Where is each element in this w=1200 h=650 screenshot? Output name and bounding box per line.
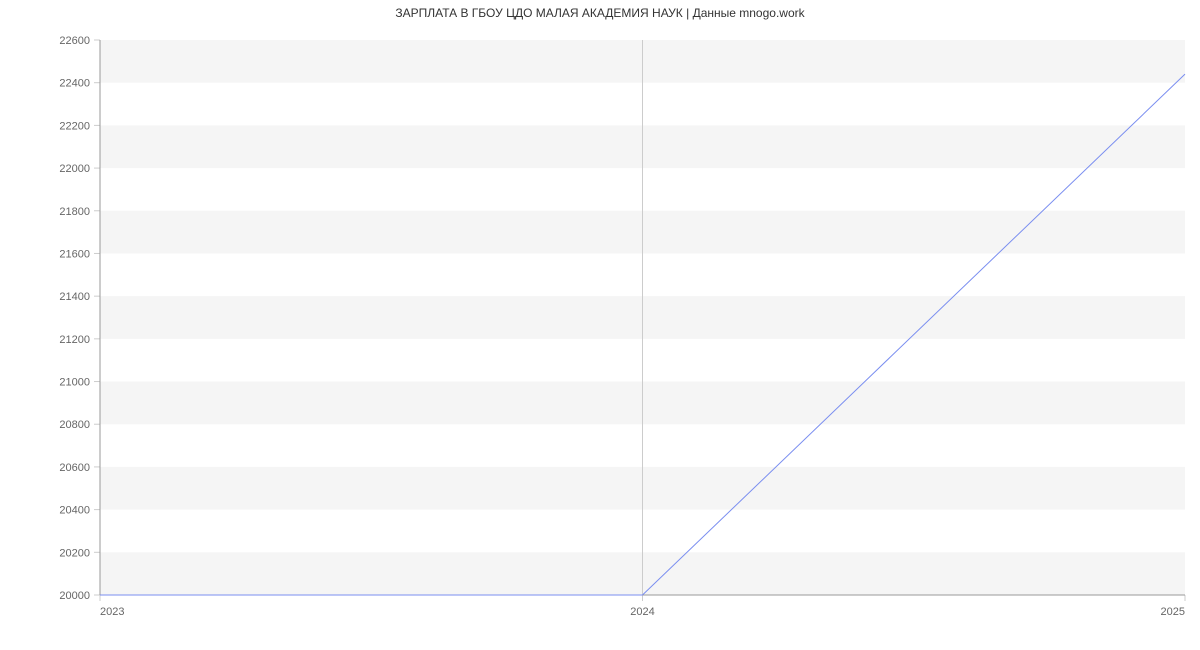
svg-text:20600: 20600: [59, 462, 90, 474]
svg-text:22400: 22400: [59, 78, 90, 90]
svg-text:2023: 2023: [100, 606, 124, 618]
svg-text:22000: 22000: [59, 163, 90, 175]
svg-text:22200: 22200: [59, 120, 90, 132]
svg-text:20800: 20800: [59, 419, 90, 431]
svg-text:21200: 21200: [59, 334, 90, 346]
svg-text:21600: 21600: [59, 248, 90, 260]
chart-svg: 20000 20200 20400 20600 20800 21000 21200 21400…: [0, 0, 1200, 650]
svg-text:21000: 21000: [59, 377, 90, 389]
svg-text:21400: 21400: [59, 291, 90, 303]
svg-text:22600: 22600: [59, 35, 90, 47]
svg-text:21800: 21800: [59, 206, 90, 218]
salary-line-chart: ЗАРПЛАТА В ГБОУ ЦДО МАЛАЯ АКАДЕМИЯ НАУК …: [0, 0, 1200, 650]
svg-text:20000: 20000: [59, 590, 90, 602]
svg-text:2025: 2025: [1161, 606, 1185, 618]
svg-text:20400: 20400: [59, 505, 90, 517]
svg-text:2024: 2024: [630, 606, 654, 618]
svg-text:20200: 20200: [59, 547, 90, 559]
